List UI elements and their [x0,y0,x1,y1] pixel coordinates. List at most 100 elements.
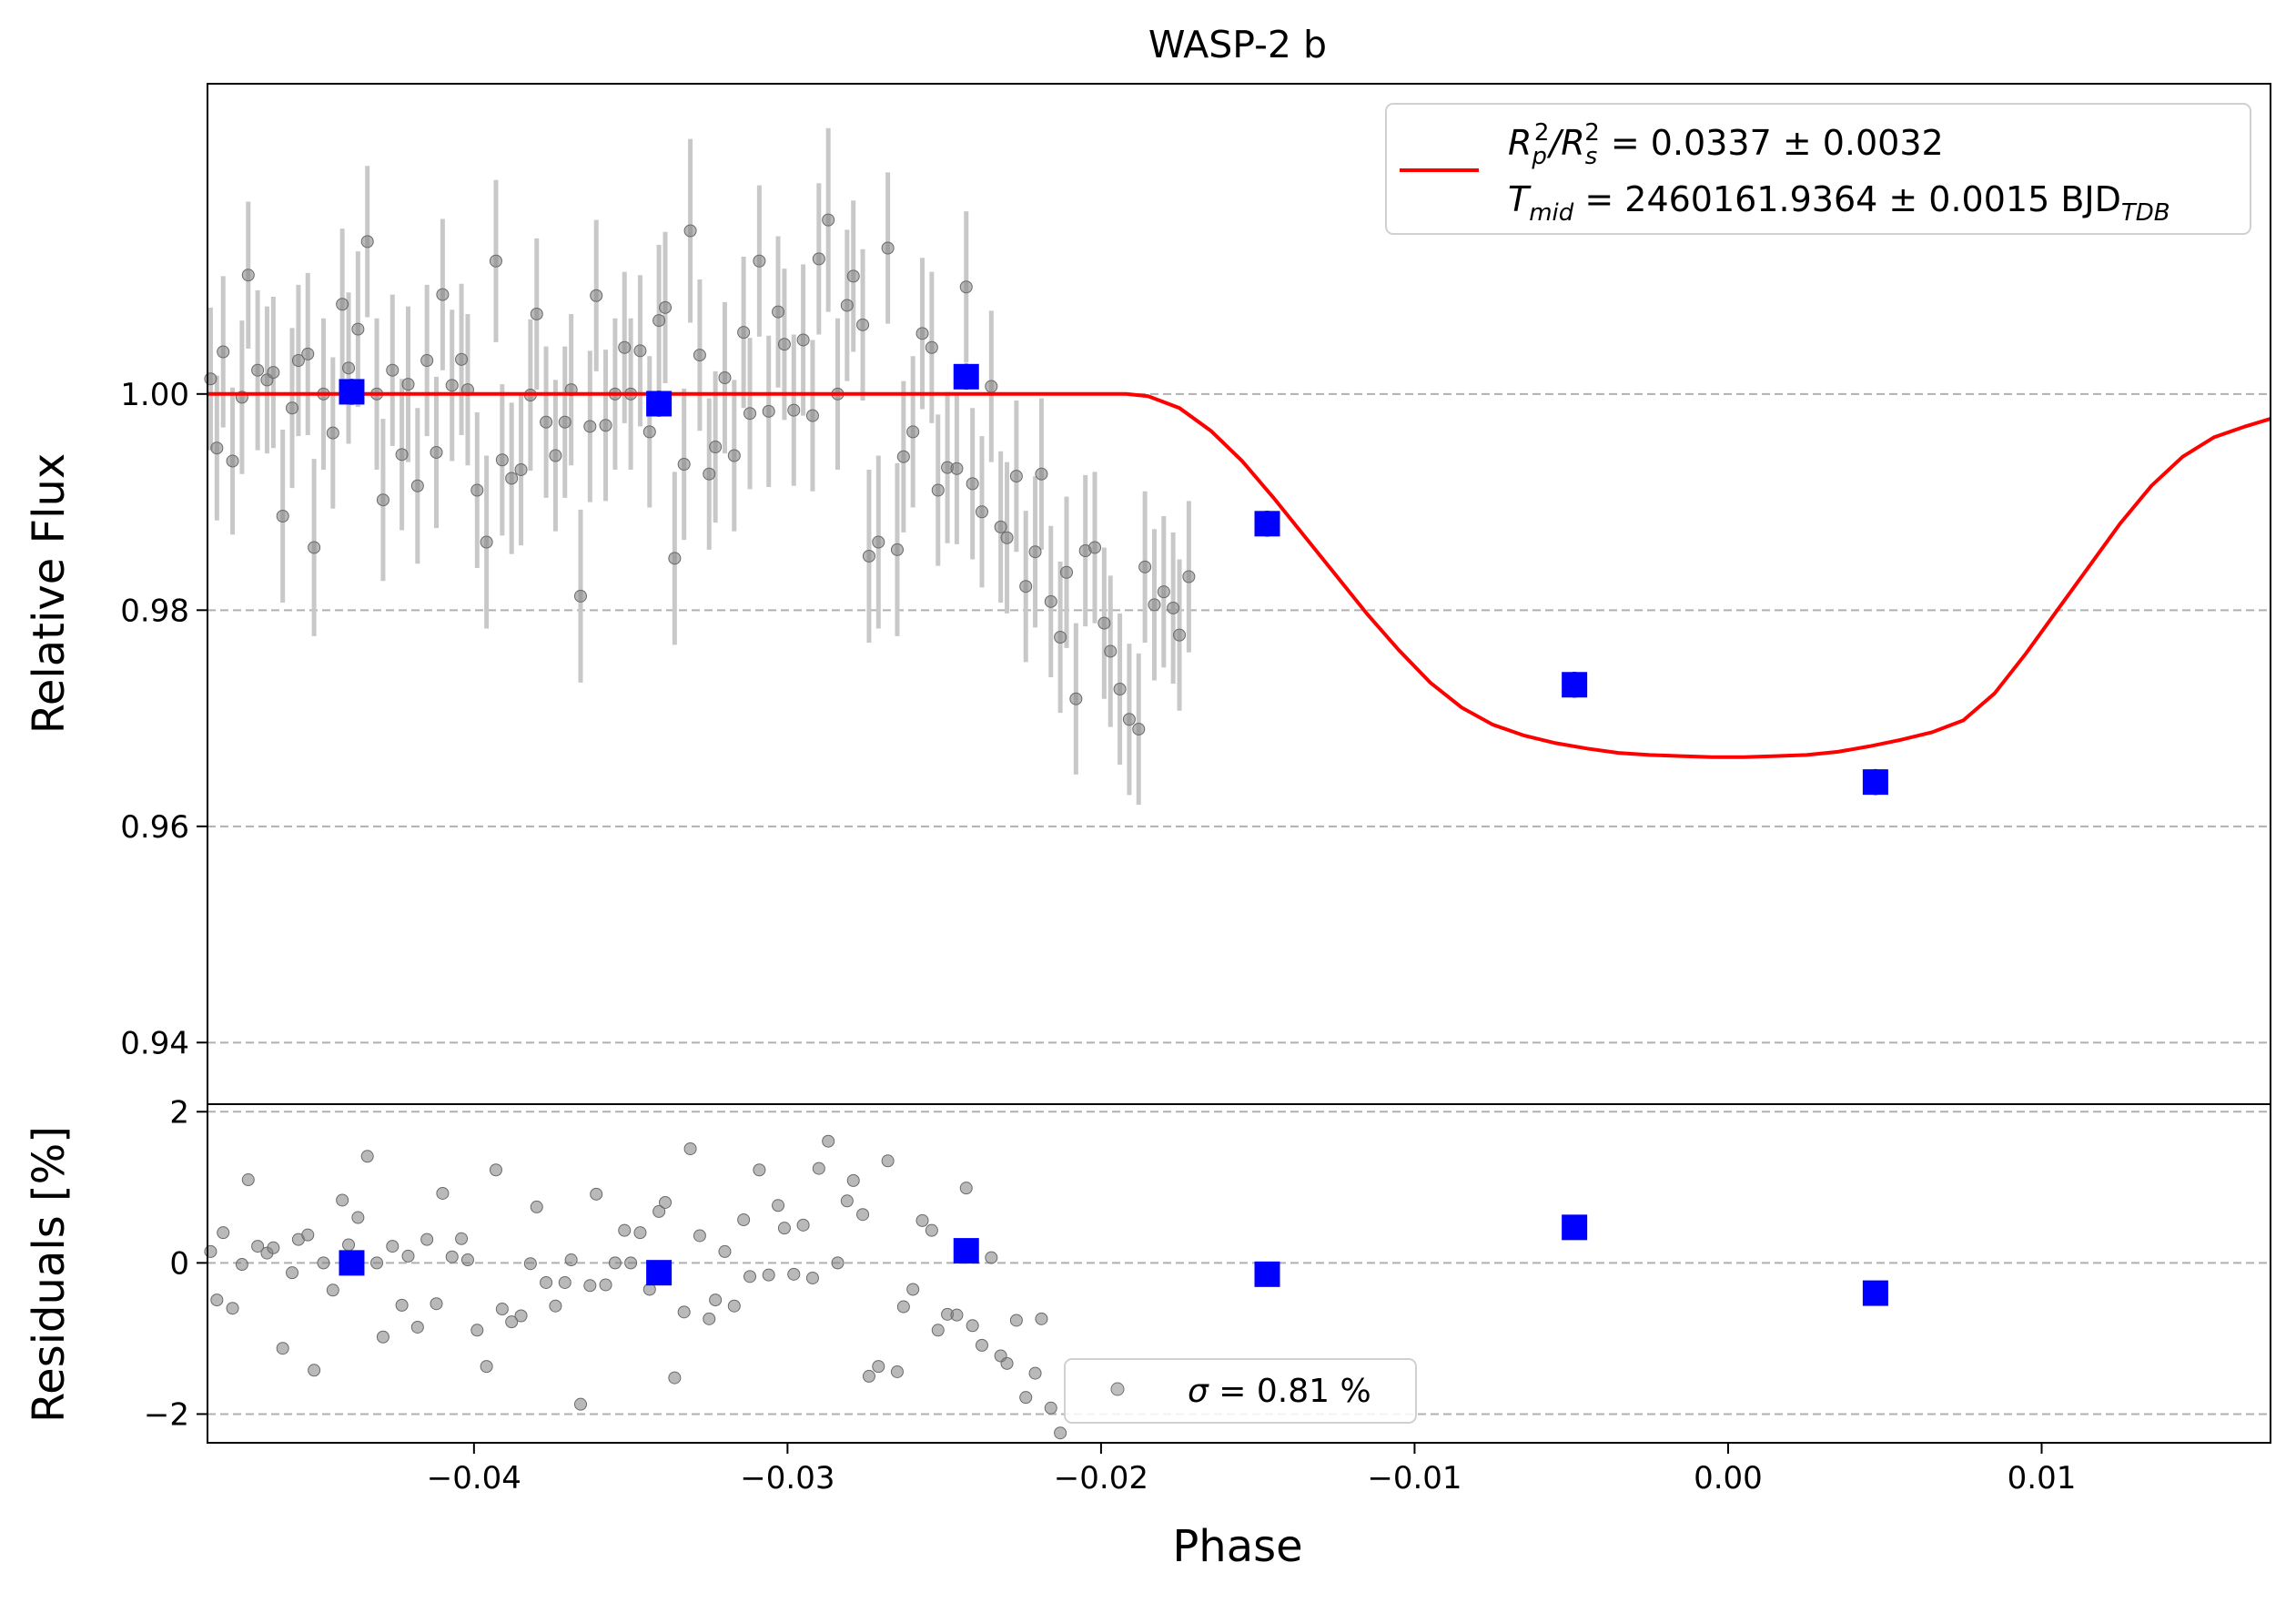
residual-xlabel: Phase [1172,1521,1302,1572]
data-point [342,361,356,375]
data-point [737,326,751,340]
residual-ytick-label: 2 [169,1094,189,1131]
binned-point [339,379,365,405]
residual-point [573,1397,587,1411]
residual-point [386,1240,400,1253]
residual-point [796,1218,810,1232]
residual-point [210,1294,224,1307]
residual-point [737,1213,751,1227]
residual-point [590,1187,603,1201]
residual-point [743,1270,757,1283]
residual-yticks: −2 0 2 [144,1094,207,1433]
residual-point [950,1308,964,1322]
residual-point [235,1258,248,1272]
data-point [267,366,280,380]
data-point [633,344,647,358]
data-point [308,541,321,554]
residual-point [558,1275,571,1289]
residual-point [618,1223,632,1237]
residual-point [624,1256,638,1270]
data-point [950,462,964,475]
data-point [583,420,597,433]
residual-point [1000,1356,1014,1370]
xtick-label: −0.04 [427,1460,521,1496]
residual-binned-point [1862,1280,1888,1306]
residual-point [1054,1426,1067,1440]
data-point [1060,565,1074,579]
xtick-label: −0.02 [1054,1460,1148,1496]
data-point [1054,631,1067,644]
residual-point [514,1309,528,1323]
residual-point [693,1229,706,1243]
residual-legend-box [1064,1358,1417,1424]
residual-point [985,1251,998,1264]
residual-point [668,1371,682,1385]
residual-point [599,1278,612,1292]
residual-point [317,1256,330,1270]
data-point [590,289,603,302]
residual-point [301,1228,315,1242]
data-point [351,322,365,336]
data-point [514,462,528,476]
data-point [445,379,459,392]
data-point [762,404,775,418]
data-point [718,371,732,384]
main-panel: 0.94 0.96 0.98 1.00 Relative Flux Rp2/Rs2 =… [24,83,2271,1105]
residual-point [1019,1391,1033,1405]
data-point [896,450,910,463]
data-point [549,449,562,462]
data-point [301,347,315,360]
data-point [401,378,415,391]
residual-point [677,1305,691,1319]
data-point [1104,644,1118,658]
main-ylabel: Relative Flux [24,453,75,735]
data-point [881,241,895,255]
data-point [856,318,870,331]
residual-point [495,1303,509,1316]
residual-point [376,1330,389,1344]
data-point [410,479,424,492]
data-point [495,453,509,467]
data-point [1167,601,1180,614]
data-point [226,454,239,468]
data-point [376,493,389,507]
main-binned [339,363,1888,796]
data-point [336,298,349,311]
residual-point [633,1226,647,1240]
data-point [1122,713,1136,726]
residual-point [856,1208,870,1222]
data-point [1035,467,1048,481]
data-point [291,354,305,367]
residual-point [286,1266,299,1280]
xtick-label: 0.01 [2008,1460,2077,1496]
residual-point [460,1253,474,1267]
data-point [489,254,502,268]
residual-point [267,1241,280,1254]
residual-point [727,1299,741,1313]
residual-point [226,1302,239,1315]
data-point [276,510,289,522]
data-point [1157,585,1170,599]
legend-line-1: Rp2/Rs2 = 0.0337 ± 0.0032 [1508,119,1944,170]
residual-point [326,1283,339,1297]
residual-binned-point [953,1238,979,1264]
residual-points [204,1134,1067,1440]
residual-point [915,1213,929,1227]
data-point [709,441,723,453]
residual-binned-point [1562,1214,1588,1241]
data-point [787,403,801,417]
data-point [753,254,766,268]
residual-point [436,1186,450,1200]
residual-point [470,1324,484,1337]
data-point [395,448,409,462]
data-point [1113,683,1127,695]
residual-point [1035,1312,1048,1325]
data-point [1000,531,1014,544]
data-point [326,426,339,440]
residual-point [608,1256,622,1270]
residual-point [822,1134,835,1148]
residual-binned [339,1214,1888,1306]
data-point [1173,628,1187,642]
residual-point [753,1163,766,1177]
residual-binned-point [646,1260,673,1286]
